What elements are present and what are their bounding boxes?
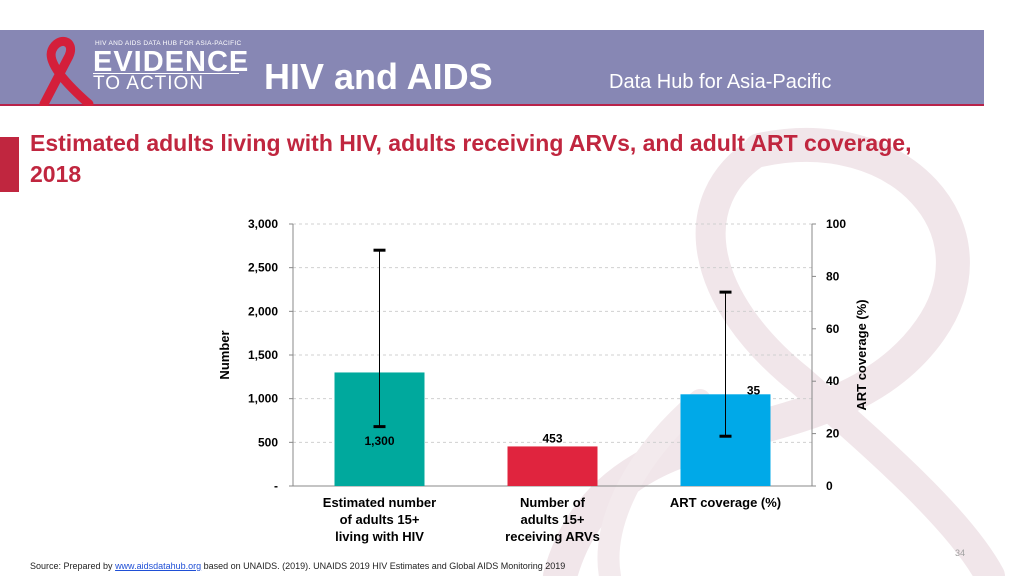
data-label: 1,300 [364,434,394,448]
category-label: Estimated number [323,495,436,510]
source-link[interactable]: www.aidsdatahub.org [115,561,202,571]
data-label: 35 [747,383,761,397]
left-tick-label: 2,000 [248,304,278,318]
category-label: living with HIV [335,529,424,544]
logo-rule [93,73,239,74]
app-subtitle: Data Hub for Asia-Pacific [609,71,832,93]
slide-title: Estimated adults living with HIV, adults… [30,130,912,187]
left-axis-label: Number [217,330,232,379]
data-label: 453 [542,431,562,445]
logo-action-text: TO ACTION [93,73,205,94]
source-suffix: based on UNAIDS. (2019). UNAIDS 2019 HIV… [201,561,566,571]
left-tick-label: 1,000 [248,392,278,406]
category-label: receiving ARVs [505,529,600,544]
red-ribbon-icon [39,37,94,106]
right-tick-label: 40 [826,374,840,388]
right-tick-label: 60 [826,322,840,336]
right-tick-label: 20 [826,427,840,441]
left-tick-label: 3,000 [248,217,278,231]
left-tick-label: 2,500 [248,261,278,275]
logo-small-text: HIV AND AIDS DATA HUB FOR ASIA-PACIFIC [95,40,242,47]
page-number: 34 [955,548,966,558]
category-label: Number of [520,495,586,510]
app-title: HIV and AIDS [264,56,493,97]
source-note: Source: Prepared by www.aidsdatahub.org … [30,561,565,571]
right-tick-label: 0 [826,479,833,493]
logo [14,34,244,106]
right-axis-label: ART coverage (%) [854,299,869,410]
category-label: of adults 15+ [340,512,420,527]
right-tick-label: 100 [826,217,846,231]
left-tick-label: 1,500 [248,348,278,362]
bar [507,446,598,486]
title-accent-bar [0,137,19,192]
header-bar [0,30,984,105]
category-label: ART coverage (%) [670,495,781,510]
left-tick-label: - [274,479,278,493]
category-label: adults 15+ [521,512,585,527]
logo-evidence-text: EVIDENCE [93,46,250,78]
left-tick-label: 500 [258,435,278,449]
source-prefix: Source: Prepared by [30,561,116,571]
right-tick-label: 80 [826,269,840,283]
header-divider [0,104,984,106]
